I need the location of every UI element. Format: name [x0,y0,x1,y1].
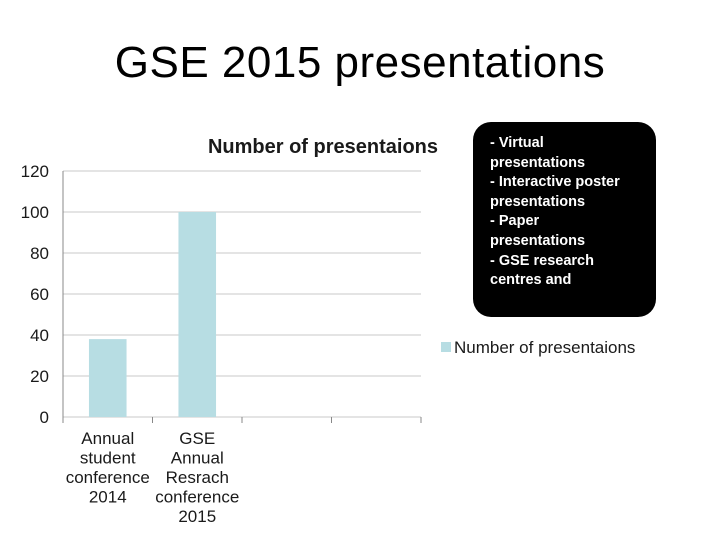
y-tick-label: 40 [30,326,49,345]
category-label: Resrach [166,468,229,487]
y-tick-label: 80 [30,244,49,263]
annotation-line: presentations [490,232,586,249]
annotation-line: centres and [490,272,572,289]
category-labels: Annualstudentconference2014GSEAnnualResr… [66,429,240,526]
category-label: Annual [171,449,224,468]
annotation-line: - Paper [490,213,540,230]
bar [88,339,127,417]
chart-title: Number of presentaions [208,136,438,158]
annotation-line: - GSE research [490,252,594,269]
bar [178,212,217,417]
y-tick-label: 0 [40,408,49,427]
category-label: student [80,449,136,468]
category-label: Annual [81,429,134,448]
y-tick-labels: 0 20 40 60 80 100 120 [21,162,49,427]
category-label: 2014 [89,488,127,507]
legend-swatch [441,342,451,352]
y-tick-label: 100 [21,203,49,222]
annotation-box: - Virtual presentations - Interactive post… [473,122,656,317]
annotation-line: - Virtual [490,135,544,151]
legend-label: Number of presentaions [454,338,635,357]
bars [88,212,217,417]
y-tick-label: 20 [30,367,49,386]
slide-title: GSE 2015 presentations [114,38,606,87]
annotation-line: - Interactive poster [490,174,620,191]
y-tick-label: 60 [30,285,49,304]
legend: Number of presentaions [441,338,635,357]
axes [62,171,422,423]
y-tick-label: 120 [21,162,49,181]
category-label: 2015 [178,507,216,526]
annotation-line: presentations [490,154,586,171]
annotation-line: presentations [490,193,586,210]
category-label: GSE [179,429,215,448]
category-label: conference [66,468,150,487]
category-label: conference [155,488,239,507]
